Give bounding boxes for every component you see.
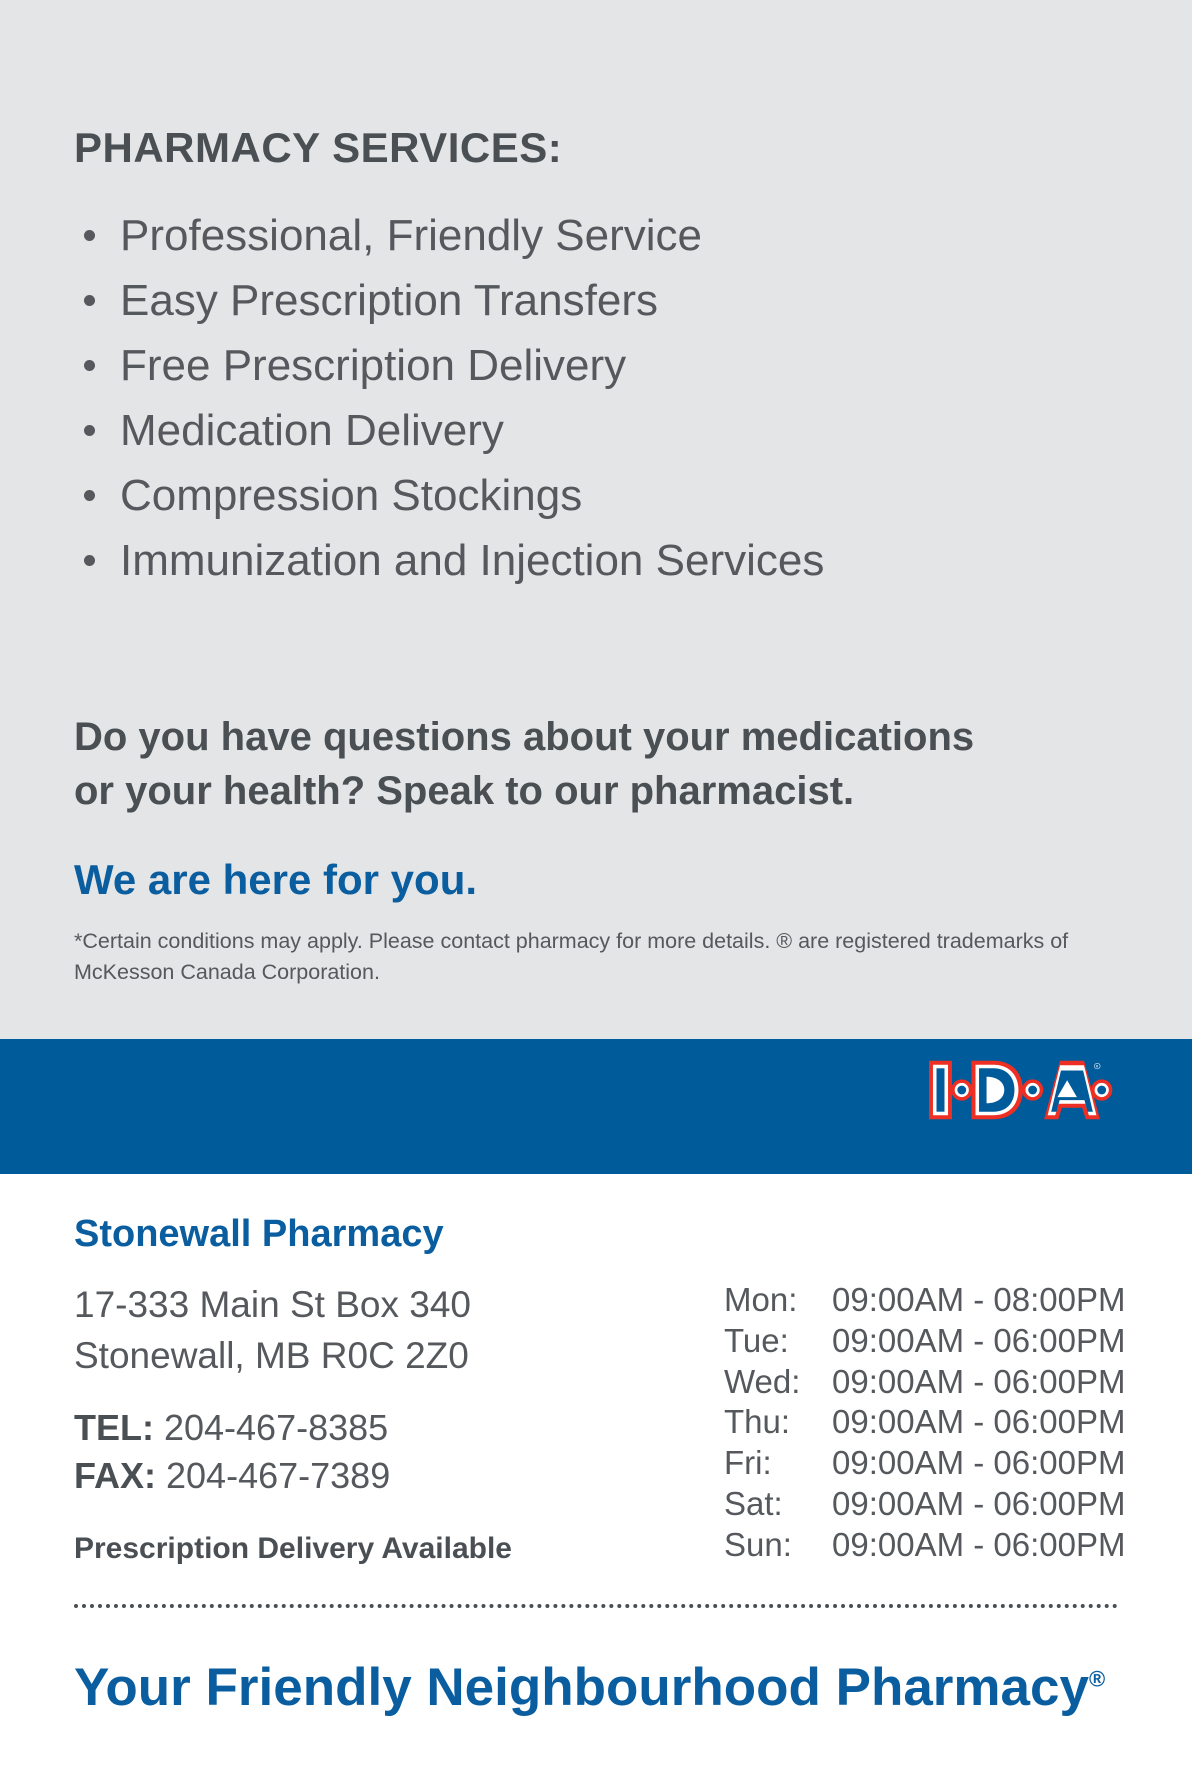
- svg-text:R: R: [1096, 1065, 1099, 1069]
